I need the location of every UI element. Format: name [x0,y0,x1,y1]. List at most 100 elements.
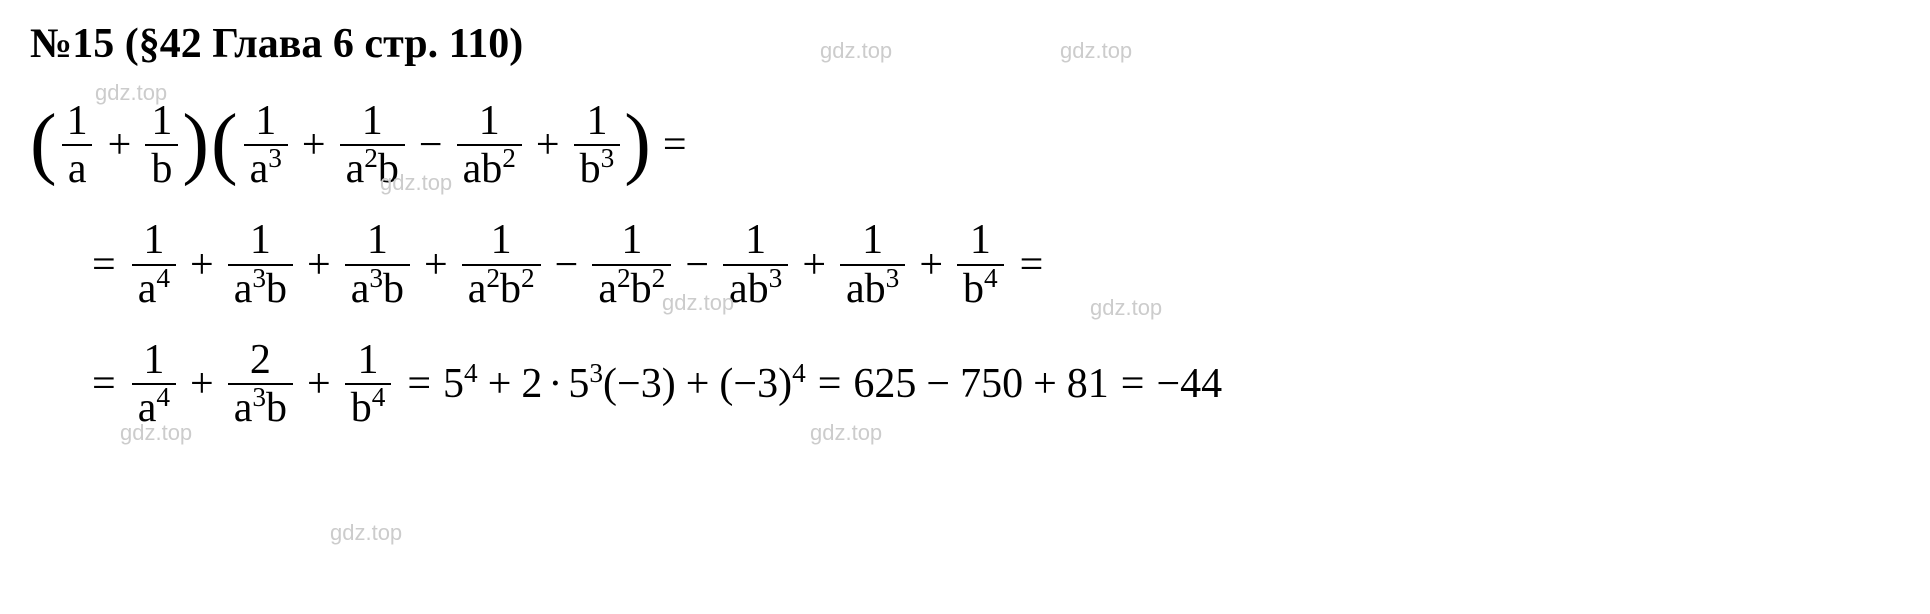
fraction: 1 a3b [345,217,410,311]
exponent: 3 [252,382,266,412]
denominator: ab3 [723,264,788,312]
exponent: 4 [984,263,998,293]
numerator: 1 [244,217,277,263]
var: a [468,266,487,312]
var: b [500,266,521,312]
denominator: a2b [340,144,405,192]
var: b [963,266,984,312]
exponent: 2 [652,263,666,293]
exponent: 3 [252,263,266,293]
operator-plus: + [802,241,826,289]
operator-equals: = [1020,241,1044,289]
fraction: 1 b [145,98,178,192]
operator-plus: + [307,241,331,289]
var: b [631,266,652,312]
denominator: a4 [132,264,176,312]
fraction: 1 b4 [957,217,1004,311]
denominator: a2b2 [592,264,671,312]
operator-equals: = [818,360,842,408]
equation-line-2: = 1 a4 + 1 a3b + 1 a3b + 1 a2b2 − 1 a2b2… [30,217,1900,311]
paren-group: (−3) [719,361,792,407]
fraction: 1 b4 [345,337,392,431]
numerator: 1 [145,98,178,144]
base: 5 [443,361,464,407]
numerator: 1 [137,217,170,263]
exponent: 3 [589,358,603,388]
denominator: b3 [574,144,621,192]
fraction: 1 a3b [228,217,293,311]
var: b [351,385,372,431]
operator-plus: + [108,121,132,169]
numerator: 1 [856,217,889,263]
denominator: b4 [957,264,1004,312]
exponent: 4 [156,263,170,293]
numerator: 1 [137,337,170,383]
denominator: a4 [132,383,176,431]
var: b [748,266,769,312]
fraction: 1 ab3 [840,217,905,311]
operator-plus: + [424,241,448,289]
operator-equals: = [1121,360,1145,408]
fraction: 2 a3b [228,337,293,431]
equation-line-1: ( 1 a + 1 b ) ( 1 a3 + 1 a2b − 1 ab2 + 1… [30,98,1900,192]
fraction: 1 a2b [340,98,405,192]
numerator: 1 [615,217,648,263]
denominator: a3b [228,264,293,312]
exponent: 3 [769,263,783,293]
base: 5 [568,361,589,407]
denominator: b4 [345,383,392,431]
operator-minus: − [419,121,443,169]
denominator: a3 [244,144,288,192]
exponent: 3 [268,143,282,173]
denominator: ab2 [457,144,522,192]
equation-line-3: = 1 a4 + 2 a3b + 1 b4 = 54 + 2·53(−3) + … [30,337,1900,431]
var: b [580,146,601,192]
number: 81 [1067,360,1109,408]
operator-plus: + [190,241,214,289]
denominator: a2b2 [462,264,541,312]
fraction: 1 a2b2 [592,217,671,311]
exponent: 2 [521,263,535,293]
page-title: №15 (§42 Глава 6 стр. 110) [30,20,1900,68]
fraction: 1 a2b2 [462,217,541,311]
exponent: 4 [464,358,478,388]
exponent: 3 [369,263,383,293]
operator-plus: + [1033,360,1057,408]
exponent: 2 [486,263,500,293]
denominator: a3b [228,383,293,431]
var: b [383,266,404,312]
fraction: 1 b3 [574,98,621,192]
denominator: a3b [345,264,410,312]
var: a [346,146,365,192]
numerator: 1 [739,217,772,263]
operator-plus: + [536,121,560,169]
var: b [378,146,399,192]
numerator: 1 [61,98,94,144]
operator-dot: · [548,361,562,407]
var: a [234,385,253,431]
operator-plus: + [190,360,214,408]
var: a [234,266,253,312]
exponent: 4 [372,382,386,412]
var: a [351,266,370,312]
fraction: 1 a4 [132,217,176,311]
operator-equals: = [663,121,687,169]
exponent: 2 [502,143,516,173]
var: a [846,266,865,312]
exponent: 4 [156,382,170,412]
operator-plus: + [307,360,331,408]
fraction: 1 ab2 [457,98,522,192]
numerator: 1 [249,98,282,144]
var: a [68,146,87,192]
exponent: 2 [364,143,378,173]
operator-minus: − [926,360,950,408]
operator-plus: + [686,360,710,408]
numerator: 1 [964,217,997,263]
var: b [266,385,287,431]
number: 625 [853,360,916,408]
numerator: 1 [485,217,518,263]
operator-minus: − [685,241,709,289]
term: 2·53(−3) [521,360,675,408]
denominator: a [62,144,93,192]
var: a [138,266,157,312]
